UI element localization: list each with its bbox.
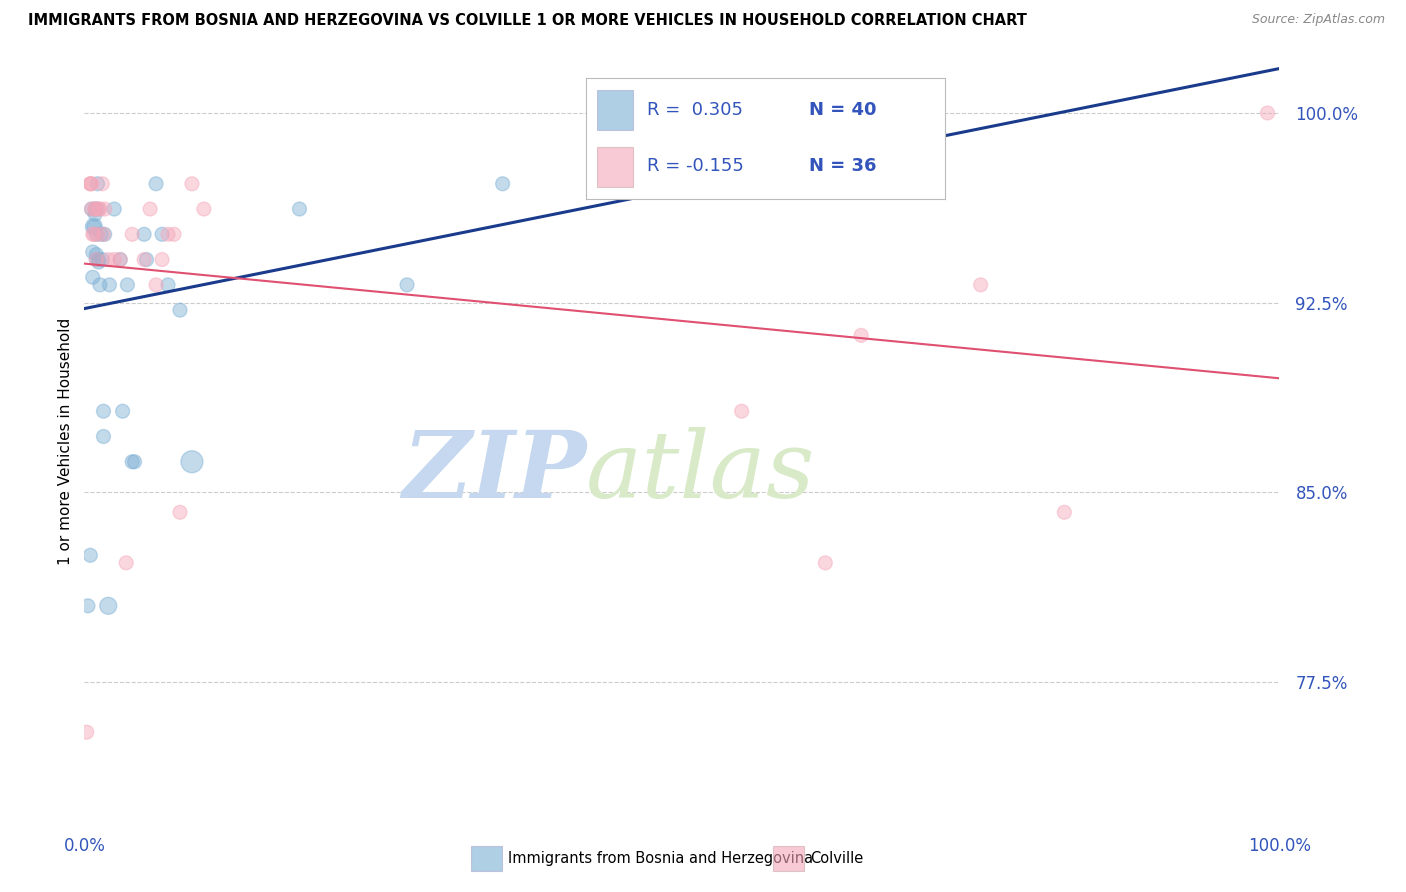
Point [82, 227, 104, 242]
Point [181, 455, 204, 469]
Point [93, 404, 115, 418]
Text: Colville: Colville [810, 851, 863, 865]
Point [169, 505, 191, 519]
Point [89, 202, 111, 216]
Point [150, 252, 173, 267]
Point [163, 227, 186, 242]
Point [132, 252, 156, 267]
Point [93, 202, 115, 216]
Point [121, 227, 143, 242]
Point [110, 252, 132, 267]
Point [80, 177, 103, 191]
Point [79, 177, 101, 191]
Point [93, 227, 115, 242]
Point [115, 556, 138, 570]
Point [1053, 505, 1076, 519]
Text: Source: ZipAtlas.com: Source: ZipAtlas.com [1251, 13, 1385, 27]
Point [89, 277, 111, 292]
Point [124, 455, 146, 469]
Point [86, 177, 108, 191]
Point [111, 404, 134, 418]
Point [87, 202, 110, 216]
Point [86, 202, 108, 216]
Point [851, 328, 873, 343]
Point [87, 252, 110, 267]
Point [84, 207, 107, 221]
Point [132, 227, 156, 242]
Point [82, 270, 104, 285]
Point [103, 202, 125, 216]
Point [110, 252, 132, 267]
Point [93, 227, 115, 242]
Point [139, 202, 162, 216]
Point [80, 202, 103, 216]
Point [117, 277, 139, 292]
Point [86, 227, 108, 242]
Point [93, 429, 115, 443]
Point [79, 548, 101, 563]
Text: ZIP: ZIP [402, 427, 586, 516]
Point [169, 303, 191, 318]
Point [135, 252, 157, 267]
Point [1257, 106, 1279, 120]
Point [492, 177, 515, 191]
Point [91, 252, 114, 267]
Point [145, 177, 167, 191]
Point [84, 202, 107, 216]
Point [97, 252, 120, 267]
Point [814, 556, 837, 570]
Point [86, 252, 108, 267]
Point [181, 177, 204, 191]
Point [77, 599, 100, 613]
Point [970, 277, 993, 292]
Point [87, 255, 110, 269]
Point [90, 227, 112, 242]
Text: Immigrants from Bosnia and Herzegovina: Immigrants from Bosnia and Herzegovina [508, 851, 813, 865]
Point [80, 202, 103, 216]
Point [76, 725, 98, 739]
Point [98, 277, 121, 292]
Point [79, 177, 101, 191]
Point [86, 252, 108, 267]
Point [193, 202, 215, 216]
Point [86, 247, 108, 261]
Point [86, 227, 108, 242]
Text: IMMIGRANTS FROM BOSNIA AND HERZEGOVINA VS COLVILLE 1 OR MORE VEHICLES IN HOUSEHO: IMMIGRANTS FROM BOSNIA AND HERZEGOVINA V… [28, 13, 1026, 29]
Point [145, 277, 167, 292]
Point [103, 252, 125, 267]
Point [97, 599, 120, 613]
Y-axis label: 1 or more Vehicles in Household: 1 or more Vehicles in Household [58, 318, 73, 566]
Point [396, 277, 419, 292]
Point [84, 202, 107, 216]
Point [157, 227, 180, 242]
Point [157, 277, 180, 292]
Point [288, 202, 311, 216]
Point [83, 219, 105, 234]
Point [84, 202, 107, 216]
Point [731, 404, 754, 418]
Text: atlas: atlas [586, 427, 815, 516]
Point [83, 227, 105, 242]
Point [83, 219, 105, 234]
Point [150, 227, 173, 242]
Point [91, 177, 114, 191]
Point [121, 455, 143, 469]
Point [82, 245, 104, 260]
